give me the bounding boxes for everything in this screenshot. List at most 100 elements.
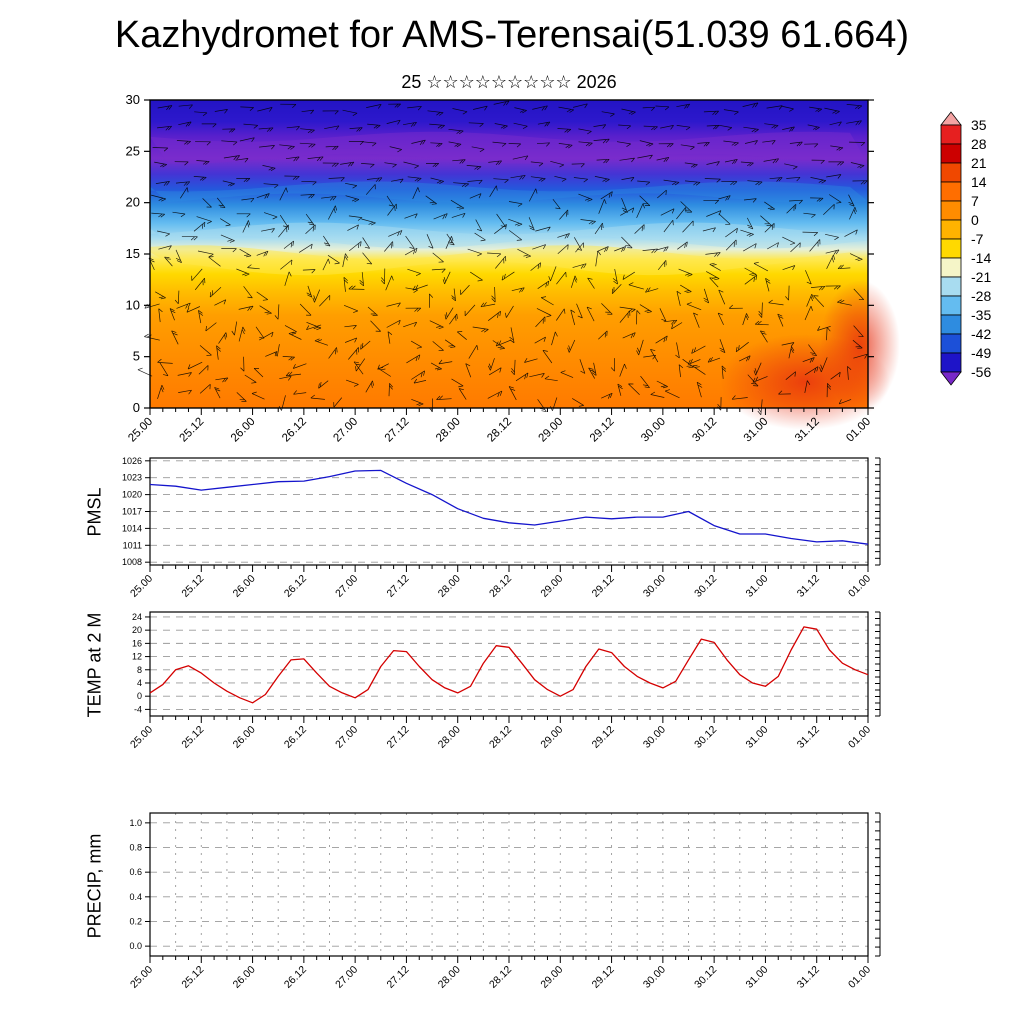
warm-anomaly	[820, 280, 900, 410]
x-tick-label: 01.00	[846, 724, 873, 751]
y-tick-label: 1008	[122, 557, 142, 567]
colorbar-label: 21	[971, 155, 987, 171]
x-tick-label: 30.00	[639, 416, 668, 445]
colorbar-segment	[940, 143, 962, 164]
x-tick-label: 27.00	[333, 964, 360, 991]
y-tick-label: 1014	[122, 523, 142, 533]
x-tick-label: 26.00	[231, 724, 258, 751]
x-tick-label: 25.00	[128, 964, 155, 991]
y-tick-label: 0.2	[129, 916, 142, 926]
x-tick-label: 29.12	[590, 573, 617, 600]
x-tick-label: 28.00	[436, 573, 463, 600]
y-tick-label: 5	[133, 349, 140, 364]
precip-panel: 0.0 0.2 0.4 0.6 0.8 1.0 25.00 25.12 26.00 26.12 27…	[128, 812, 881, 991]
temp-panel: -4 0 4 8 12 16 20 24 25.00 25.12 26.00 26.12 27.00 27…	[128, 611, 881, 751]
pmsl-line	[149, 469, 869, 545]
x-tick-label: 31.00	[743, 573, 770, 600]
y-tick-label: 8	[137, 665, 142, 675]
x-tick-label: 26.12	[282, 573, 309, 600]
shading-band	[150, 222, 868, 249]
colorbar-label: 7	[971, 193, 979, 209]
x-tick-label: 30.12	[692, 724, 719, 751]
x-tick-label: 01.00	[846, 964, 873, 991]
y-tick-label: 0	[137, 691, 142, 701]
shading-band	[150, 131, 868, 164]
y-tick-label: 1020	[122, 490, 142, 500]
right-axis-ticks	[875, 812, 881, 957]
gridlines	[150, 616, 868, 710]
gridlines	[150, 813, 868, 956]
x-tick-label: 31.12	[795, 964, 822, 991]
x-tick-label: 29.12	[590, 964, 617, 991]
colorbar-label: -7	[971, 231, 984, 247]
page-subtitle: 25 ☆☆☆☆☆☆☆☆☆ 2026	[401, 72, 617, 92]
x-tick-label: 31.12	[795, 724, 822, 751]
x-tick-label: 28.12	[487, 724, 514, 751]
x-tick-label: 29.00	[538, 724, 565, 751]
y-tick-label: 25	[126, 143, 140, 158]
cross-section-panel: 0 5 10 15 20 25 30 25.00 25.12 26.00 26.12 27.00 27.…	[126, 92, 900, 444]
x-tick-label: 29.00	[538, 964, 565, 991]
x-tick-label: 30.12	[692, 964, 719, 991]
colorbar-label: -49	[971, 345, 991, 361]
shading-band	[150, 245, 868, 276]
x-tick-label: 31.00	[743, 964, 770, 991]
x-tick-label: 26.12	[282, 724, 309, 751]
colorbar-segment	[940, 181, 962, 202]
x-axis-ticks	[149, 716, 869, 723]
colorbar-segment	[940, 276, 962, 297]
x-tick-label: 27.00	[331, 416, 360, 445]
x-tick-label: 27.12	[384, 573, 411, 600]
x-tick-label: 31.00	[743, 724, 770, 751]
colorbar-label: -35	[971, 307, 991, 323]
x-tick-label: 28.12	[485, 416, 514, 445]
x-tick-label: 28.12	[487, 964, 514, 991]
x-tick-label: 28.00	[436, 964, 463, 991]
x-tick-label: 26.00	[231, 573, 258, 600]
x-tick-label: 27.12	[384, 964, 411, 991]
x-tick-label: 25.12	[178, 416, 207, 445]
colorbar-segment	[940, 111, 962, 126]
x-tick-label: 26.12	[282, 964, 309, 991]
colorbar-segment	[940, 314, 962, 335]
y-tick-label: 20	[126, 195, 140, 210]
colorbar-label: 14	[971, 174, 987, 190]
y-axis-labels: 0.0 0.2 0.4 0.6 0.8 1.0	[129, 818, 150, 951]
x-tick-label: 25.00	[126, 416, 155, 445]
y-tick-label: 24	[132, 612, 142, 622]
y-tick-label: 10	[126, 297, 140, 312]
colorbar-segment	[940, 371, 962, 386]
plot-border	[149, 611, 869, 717]
y-tick-label: 20	[132, 625, 142, 635]
x-tick-label: 25.12	[179, 573, 206, 600]
colorbar-label: 28	[971, 136, 987, 152]
x-tick-label: 25.00	[128, 573, 155, 600]
x-tick-label: 30.00	[641, 573, 668, 600]
colorbar-segment	[940, 257, 962, 278]
x-axis-labels: 25.00 25.12 26.00 26.12 27.00 27.12 28.00 28.12…	[128, 724, 873, 751]
x-tick-label: 29.00	[538, 573, 565, 600]
y-axis-labels: 0 5 10 15 20 25 30	[126, 92, 874, 415]
x-tick-label: 30.12	[690, 416, 719, 445]
y-tick-label: 0.8	[129, 843, 142, 853]
y-tick-label: 4	[137, 678, 142, 688]
x-tick-label: 27.00	[333, 724, 360, 751]
x-tick-label: 30.00	[641, 724, 668, 751]
colorbar-label: -28	[971, 288, 991, 304]
y-tick-label: 1017	[122, 507, 142, 517]
y-tick-label: 0.0	[129, 941, 142, 951]
x-tick-label: 30.00	[641, 964, 668, 991]
x-tick-label: 29.00	[537, 416, 566, 445]
x-tick-label: 26.12	[280, 416, 309, 445]
y-tick-label: 1023	[122, 473, 142, 483]
x-tick-label: 01.00	[846, 573, 873, 600]
temp-axis-title: TEMP at 2 M	[84, 612, 105, 718]
y-tick-label: 1011	[123, 540, 142, 550]
x-tick-label: 25.00	[128, 724, 155, 751]
colorbar-segment	[940, 238, 962, 259]
shading-band	[150, 181, 868, 204]
colorbar-segment	[940, 295, 962, 316]
x-tick-label: 28.00	[436, 724, 463, 751]
pmsl-axis-title: PMSL	[84, 487, 105, 537]
colorbar-label: 35	[971, 117, 987, 133]
